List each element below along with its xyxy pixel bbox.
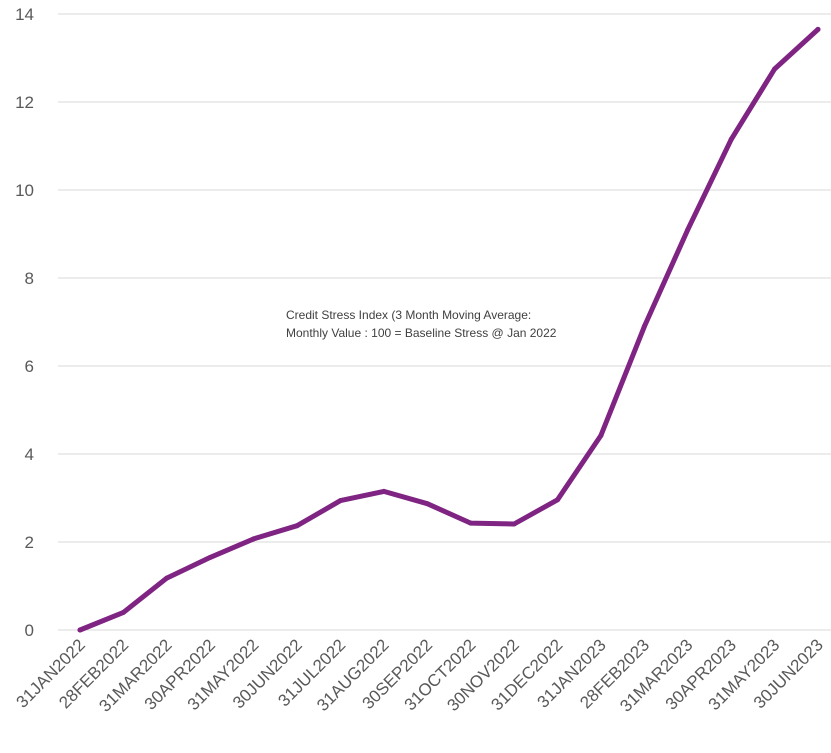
data-point (598, 433, 604, 439)
series-line (77, 26, 821, 633)
data-point (511, 521, 517, 527)
annotation-line-2: Monthly Value : 100 = Baseline Stress @ … (286, 326, 557, 340)
data-point (424, 501, 430, 507)
data-point (641, 323, 647, 329)
data-point (120, 609, 126, 615)
data-point (251, 536, 257, 542)
y-tick-label: 14 (15, 5, 34, 24)
y-tick-label: 6 (25, 357, 34, 376)
y-tick-label: 8 (25, 269, 34, 288)
annotation-line-1: Credit Stress Index (3 Month Moving Aver… (286, 308, 532, 322)
data-point (77, 627, 83, 633)
data-point (772, 66, 778, 72)
data-point (728, 136, 734, 142)
data-point (555, 497, 561, 503)
y-tick-label: 0 (25, 621, 34, 640)
data-point (164, 575, 170, 581)
y-tick-label: 2 (25, 533, 34, 552)
chart-annotation: Credit Stress Index (3 Month Moving Aver… (286, 306, 556, 342)
data-point (207, 554, 213, 560)
y-tick-label: 4 (25, 445, 34, 464)
series (77, 26, 821, 633)
y-tick-label: 10 (15, 181, 34, 200)
data-point (337, 498, 343, 504)
gridlines (58, 13, 831, 631)
y-axis-tick-labels: 0 2 4 6 8 10 12 14 (15, 5, 34, 640)
data-point (381, 488, 387, 494)
data-point (294, 523, 300, 529)
data-point (468, 520, 474, 526)
data-point (815, 26, 821, 32)
y-tick-label: 12 (15, 93, 34, 112)
data-point (685, 227, 691, 233)
x-axis-tick-labels: 31JAN202228FEB202231MAR202230APR202231MA… (13, 635, 827, 715)
